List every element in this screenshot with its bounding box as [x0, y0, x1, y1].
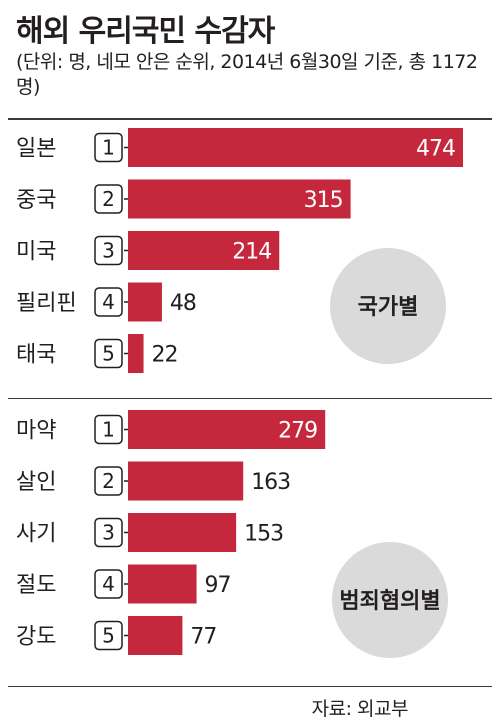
rank-box [94, 287, 123, 317]
rank-box [94, 569, 123, 599]
rank-number: 3 [102, 521, 115, 545]
value-label: 22 [152, 343, 178, 368]
value-label: 48 [170, 291, 196, 316]
rank-box [94, 338, 123, 369]
chart-title: 해외 우리국민 수감자 [16, 14, 275, 49]
badge-label: 국가별 [358, 295, 419, 320]
value-label: 97 [205, 573, 231, 598]
bar [128, 334, 144, 373]
category-label: 필리핀 [16, 291, 77, 316]
rank-box [94, 184, 123, 214]
rank-number: 4 [102, 572, 115, 596]
badge-circle [332, 542, 448, 658]
bar [128, 179, 351, 219]
source-note: 자료: 외교부 [311, 698, 409, 720]
rank-number: 5 [102, 624, 115, 648]
category-label: 마약 [16, 419, 56, 444]
category-label: 절도 [16, 573, 56, 598]
bar [128, 513, 237, 552]
bar [128, 616, 183, 655]
rank-number: 4 [102, 290, 115, 314]
category-label: 일본 [16, 137, 56, 162]
value-label: 77 [190, 625, 216, 650]
category-label: 사기 [16, 522, 56, 547]
value-label: 315 [304, 188, 343, 213]
chart-subtitle: (단위: 명, 네모 안은 순위, 2014년 6월30일 기준, 총 1172… [16, 51, 478, 98]
bar [128, 410, 326, 449]
top-divider [8, 118, 492, 120]
country-panel: 국가별 일본 1 474 중국 2 315 미국 3 214 필리핀 4 48 태국 5 22 [0, 122, 500, 392]
rank-box [94, 517, 123, 548]
value-label: 214 [232, 240, 271, 265]
category-label: 강도 [16, 625, 56, 650]
rank-box [94, 235, 123, 266]
rank-box [94, 414, 123, 445]
rank-box [94, 620, 123, 651]
rank-box [94, 466, 123, 496]
value-label: 153 [244, 522, 283, 547]
rank-number: 2 [102, 187, 115, 211]
category-label: 중국 [16, 188, 56, 213]
category-label: 미국 [16, 240, 56, 265]
badge-label: 범죄혐의별 [339, 588, 440, 614]
middle-divider [8, 398, 492, 399]
bar [128, 231, 280, 270]
rank-number: 2 [102, 469, 115, 493]
category-label: 살인 [16, 470, 56, 495]
crime-panel: 범죄혐의별 마약 1 279 살인 2 163 사기 3 153 절도 4 97 강도 5 77 [0, 404, 500, 674]
category-label: 태국 [16, 343, 56, 368]
rank-number: 5 [102, 342, 115, 366]
value-label: 163 [251, 470, 290, 495]
rank-box [94, 132, 123, 163]
value-label: 279 [278, 419, 317, 444]
country-bar-chart: 국가별 일본 1 474 중국 2 315 미국 3 214 필리핀 4 48 태국 5 22 [16, 128, 463, 373]
bar [128, 128, 463, 167]
value-label: 474 [416, 137, 455, 162]
bar [128, 564, 197, 604]
bar [128, 461, 244, 501]
crime-bar-chart: 범죄혐의별 마약 1 279 살인 2 163 사기 3 153 절도 4 97 강도 5 77 [16, 410, 448, 658]
rank-number: 1 [102, 136, 115, 160]
badge-circle [330, 248, 446, 364]
bar [128, 282, 162, 322]
rank-number: 3 [102, 239, 115, 263]
bottom-divider [8, 686, 492, 687]
rank-number: 1 [102, 418, 115, 442]
